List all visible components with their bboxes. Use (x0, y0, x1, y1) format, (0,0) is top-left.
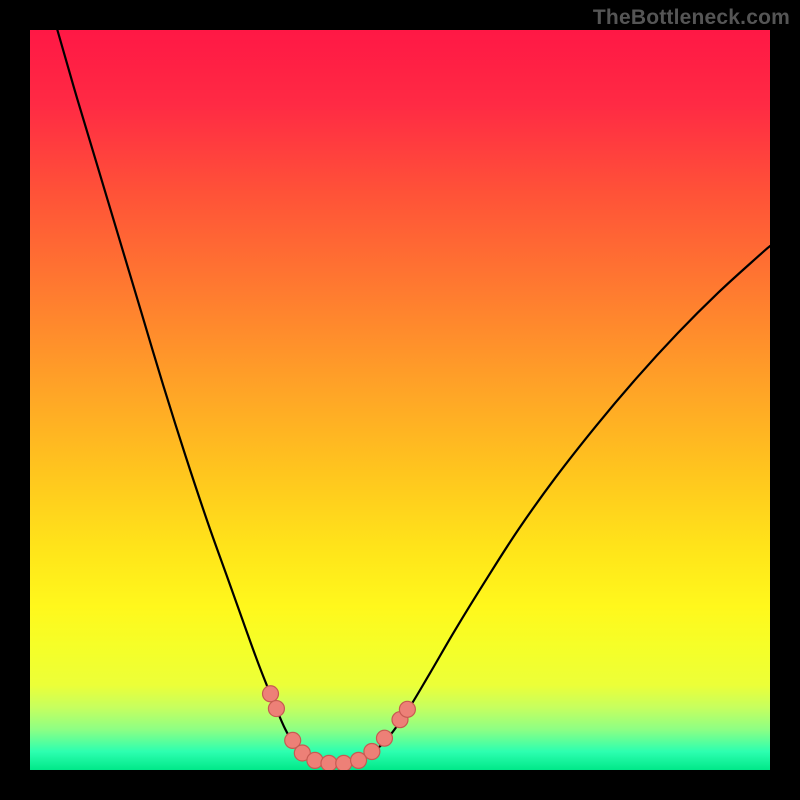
curve-marker (376, 730, 392, 746)
curve-marker (263, 686, 279, 702)
bottleneck-curve-path (57, 30, 770, 765)
curve-marker (336, 755, 352, 770)
curve-marker (399, 701, 415, 717)
curve-marker (321, 755, 337, 770)
plot-area (30, 30, 770, 770)
watermark-text: TheBottleneck.com (593, 6, 790, 30)
curve-marker (268, 701, 284, 717)
curve-marker (364, 744, 380, 760)
bottleneck-curve (30, 30, 770, 770)
chart-frame (0, 0, 800, 800)
curve-marker (307, 752, 323, 768)
